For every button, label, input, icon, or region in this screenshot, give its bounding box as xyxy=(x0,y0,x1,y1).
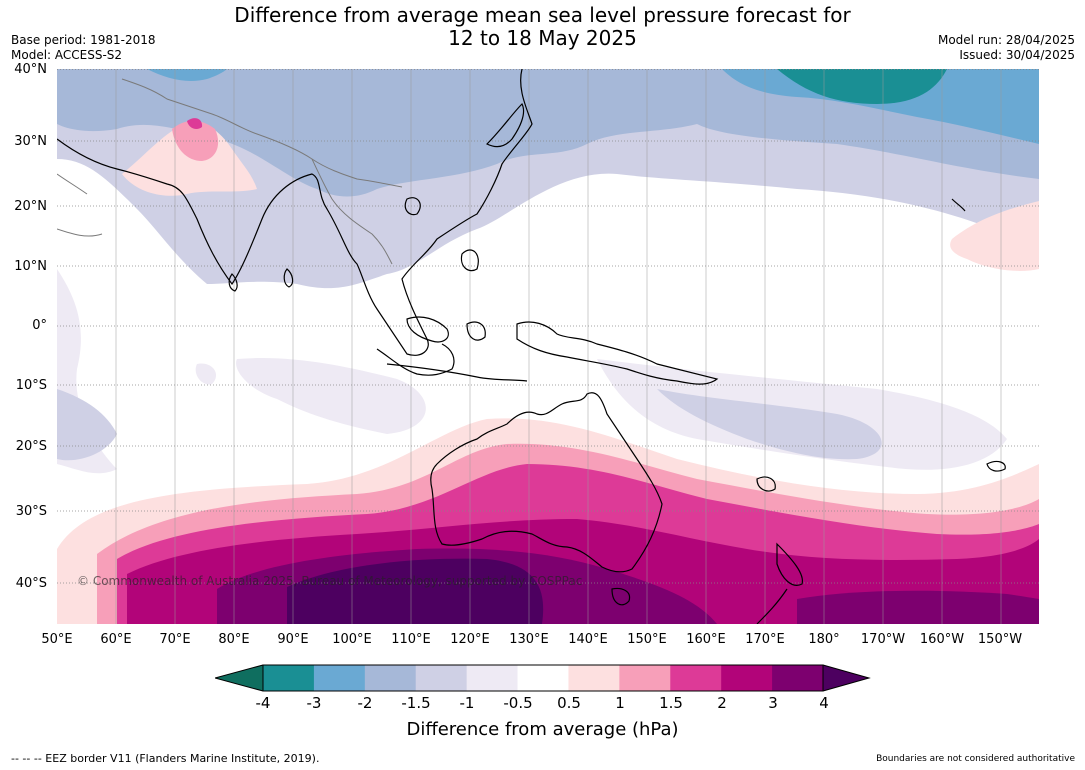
negative-anomaly-tropics xyxy=(57,269,1007,474)
positive-anomaly-pacific xyxy=(950,201,1039,271)
lat-label: 20°N xyxy=(14,199,47,214)
colorbar-tick: -1 xyxy=(459,694,475,712)
lon-label: 150°E xyxy=(627,632,667,647)
colorbar-tick: 0.5 xyxy=(557,694,581,712)
colorbar-segment xyxy=(466,665,519,691)
lat-label: 20°S xyxy=(15,439,47,454)
country-borders xyxy=(57,78,403,265)
colorbar-tick: 1 xyxy=(615,694,625,712)
colorbar-tick: -0.5 xyxy=(503,694,533,712)
map-title: Difference from average mean sea level p… xyxy=(0,4,1085,50)
colorbar-segment xyxy=(313,665,366,691)
colorbar-over-triangle xyxy=(823,665,869,691)
colorbar xyxy=(215,664,871,692)
model-run-label: Model run: 28/04/2025 xyxy=(937,33,1075,47)
colorbar-tick: -1.5 xyxy=(401,694,431,712)
colorbar-segment xyxy=(415,665,468,691)
meridians xyxy=(115,69,1002,624)
lat-label: 10°N xyxy=(14,259,47,274)
lon-label: 170°E xyxy=(745,632,785,647)
lon-label: 170°W xyxy=(860,632,906,647)
lon-label: 160°W xyxy=(919,632,965,647)
colorbar-title: Difference from average (hPa) xyxy=(406,719,679,740)
lat-label: 0° xyxy=(32,318,47,333)
lat-label: 30°S xyxy=(15,504,47,519)
lon-label: 120°E xyxy=(450,632,490,647)
lat-label: 40°N xyxy=(14,62,47,77)
colorbar-tick: -4 xyxy=(255,694,271,712)
colorbar-segment xyxy=(364,665,417,691)
colorbar-segment xyxy=(670,665,722,691)
lon-label: 90°E xyxy=(277,632,309,647)
lon-label: 60°E xyxy=(100,632,132,647)
lon-label: 70°E xyxy=(159,632,191,647)
lon-label: 80°E xyxy=(218,632,250,647)
lat-label: 30°N xyxy=(14,134,47,149)
colorbar-frame xyxy=(262,664,824,692)
colorbar-tick: 4 xyxy=(819,694,829,712)
colorbar-tick: -3 xyxy=(306,694,322,712)
lon-label: 180° xyxy=(808,632,840,647)
positive-anomaly-south xyxy=(57,418,1039,624)
boundaries-note: Boundaries are not considered authoritat… xyxy=(876,754,1075,764)
lat-label: 40°S xyxy=(15,576,47,591)
lon-label: 50°E xyxy=(41,632,73,647)
pressure-anomaly-map: © Commonwealth of Australia 2025, Bureau… xyxy=(57,69,1039,624)
lon-label: 140°E xyxy=(568,632,608,647)
colorbar-segment xyxy=(568,665,620,691)
copyright-text: © Commonwealth of Australia 2025, Bureau… xyxy=(77,574,582,588)
lon-label: 110°E xyxy=(391,632,431,647)
colorbar-segment xyxy=(721,665,773,691)
colorbar-segment xyxy=(263,665,315,691)
lon-label: 100°E xyxy=(332,632,372,647)
colorbar-segment xyxy=(517,665,569,691)
title-line-2: 12 to 18 May 2025 xyxy=(448,26,637,50)
colorbar-segment xyxy=(619,665,671,691)
colorbar-segments xyxy=(263,665,824,691)
eez-note: -- -- -- EEZ border V11 (Flanders Marine… xyxy=(11,752,320,765)
colorbar-tick: -2 xyxy=(357,694,373,712)
issued-label: Issued: 30/04/2025 xyxy=(959,48,1075,62)
colorbar-tick: 1.5 xyxy=(659,694,683,712)
coastlines xyxy=(57,69,1006,624)
colorbar-tick: 2 xyxy=(717,694,727,712)
model-label: Model: ACCESS-S2 xyxy=(11,48,123,62)
colorbar-under-triangle xyxy=(215,665,263,691)
colorbar-segment xyxy=(772,665,824,691)
base-period-label: Base period: 1981-2018 xyxy=(11,33,156,47)
title-line-1: Difference from average mean sea level p… xyxy=(234,3,851,27)
colorbar-tick: 3 xyxy=(768,694,778,712)
lat-label: 10°S xyxy=(15,378,47,393)
negative-anomaly-north xyxy=(57,69,1039,289)
lon-label: 150°W xyxy=(977,632,1023,647)
lon-label: 160°E xyxy=(686,632,726,647)
lon-label: 130°E xyxy=(509,632,549,647)
